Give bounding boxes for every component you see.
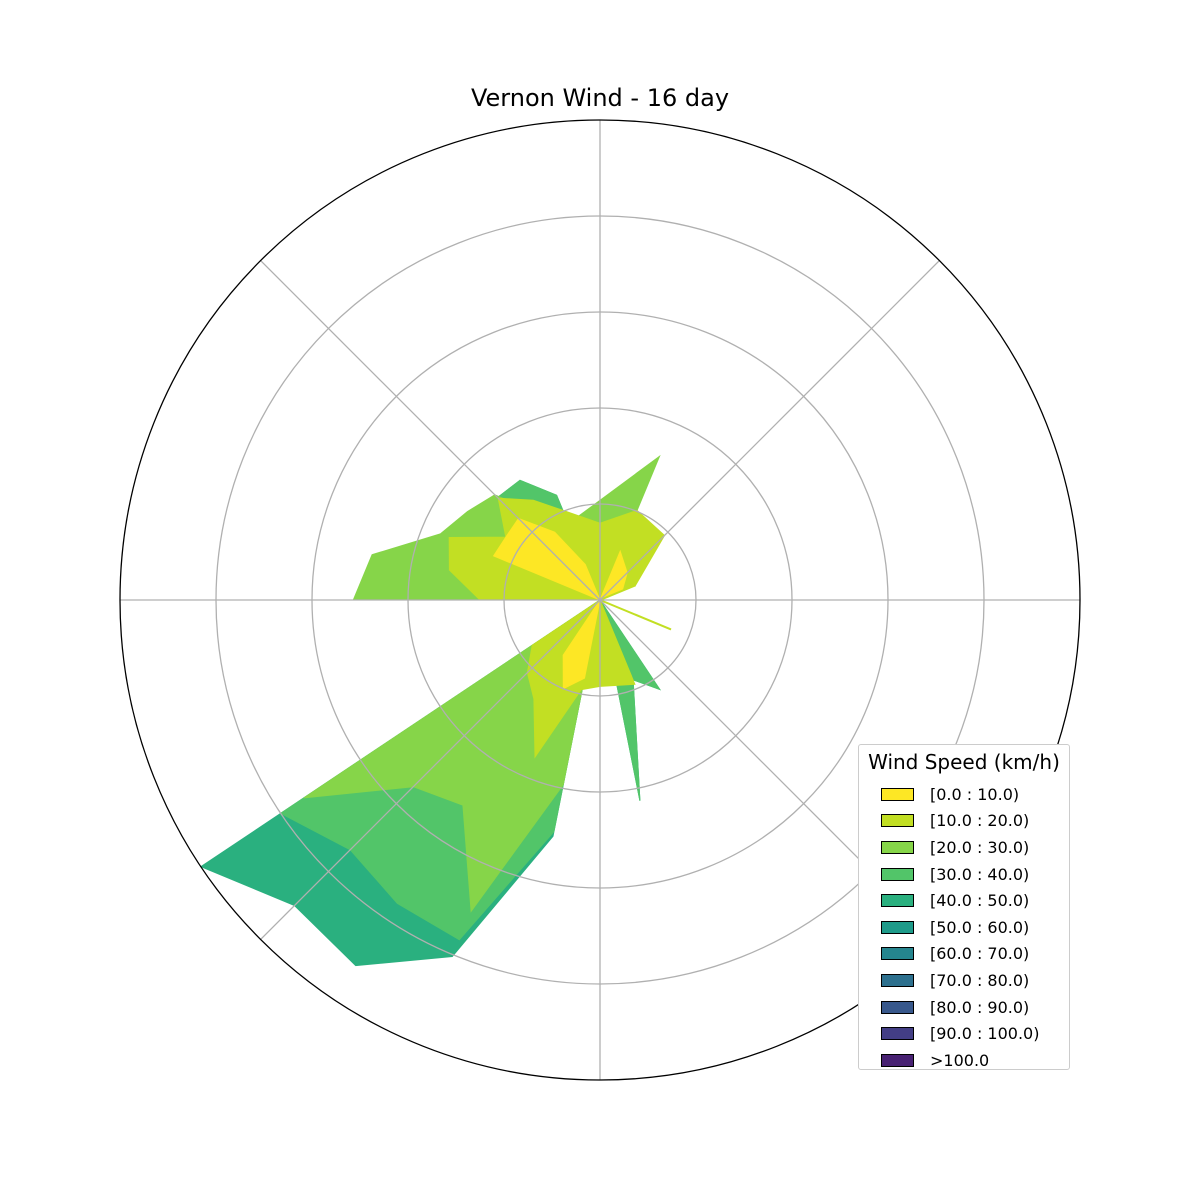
windrose-spoke-2 <box>599 599 672 631</box>
legend-label: [0.0 : 10.0) <box>930 784 1020 804</box>
legend-swatch <box>881 894 914 908</box>
legend-swatch <box>881 920 914 934</box>
legend-swatch <box>881 1000 914 1014</box>
legend-title: Wind Speed (km/h) <box>868 750 1060 774</box>
legend-item: >100.0 <box>881 1047 1039 1074</box>
legend-item: [20.0 : 30.0) <box>881 834 1039 861</box>
chart-title: Vernon Wind - 16 day <box>471 84 729 112</box>
legend-label: >100.0 <box>930 1050 990 1070</box>
legend-item: [10.0 : 20.0) <box>881 808 1039 835</box>
legend-item: [60.0 : 70.0) <box>881 941 1039 968</box>
angular-gridline <box>599 260 940 601</box>
legend-swatch <box>881 840 914 854</box>
legend-label: [50.0 : 60.0) <box>930 917 1030 937</box>
legend-label: [10.0 : 20.0) <box>930 811 1030 831</box>
legend-label: [80.0 : 90.0) <box>930 997 1030 1017</box>
legend-swatch <box>881 947 914 961</box>
legend-swatch <box>881 1027 914 1041</box>
angular-gridline <box>260 599 601 940</box>
legend-item: [30.0 : 40.0) <box>881 861 1039 888</box>
polar-frame <box>119 119 1081 1081</box>
windrose-spoke-1 <box>599 584 636 601</box>
legend-item: [0.0 : 10.0) <box>881 781 1039 808</box>
legend-item: [90.0 : 100.0) <box>881 1020 1039 1047</box>
legend-item: [50.0 : 60.0) <box>881 914 1039 941</box>
legend-item: [40.0 : 50.0) <box>881 887 1039 914</box>
legend-label: [60.0 : 70.0) <box>930 944 1030 964</box>
legend-label: [70.0 : 80.0) <box>930 970 1030 990</box>
legend: Wind Speed (km/h) [0.0 : 10.0) [10.0 : 20… <box>858 744 1070 1070</box>
legend-item: [70.0 : 80.0) <box>881 967 1039 994</box>
legend-swatch <box>881 814 914 828</box>
legend-label: [90.0 : 100.0) <box>930 1024 1040 1044</box>
legend-item: [80.0 : 90.0) <box>881 994 1039 1021</box>
legend-swatch <box>881 973 914 987</box>
legend-items: [0.0 : 10.0) [10.0 : 20.0) [20.0 : 30.0) [3… <box>881 781 1039 1074</box>
angular-gridline <box>260 260 601 601</box>
legend-swatch <box>881 1053 914 1067</box>
legend-swatch <box>881 867 914 881</box>
legend-label: [20.0 : 30.0) <box>930 837 1030 857</box>
legend-swatch <box>881 787 914 801</box>
legend-label: [40.0 : 50.0) <box>930 891 1030 911</box>
legend-label: [30.0 : 40.0) <box>930 864 1030 884</box>
